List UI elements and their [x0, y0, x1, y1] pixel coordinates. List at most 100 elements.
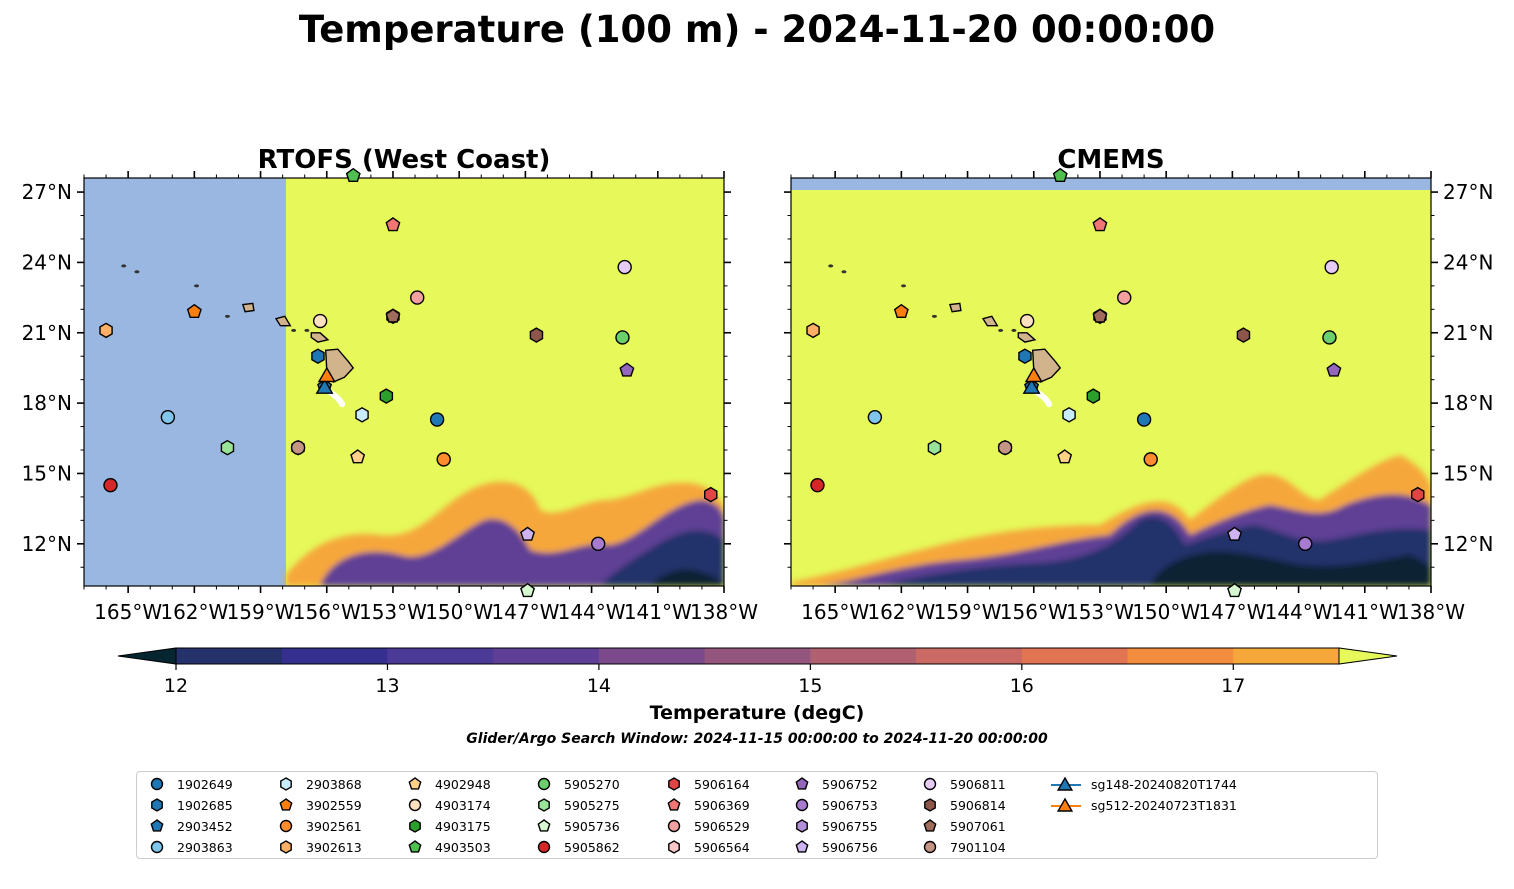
- legend-item: 7901104: [920, 837, 1006, 857]
- legend-label: 7901104: [950, 839, 1006, 855]
- marker-5906753: [591, 536, 606, 551]
- legend-item: 5906814: [920, 795, 1006, 815]
- legend-swatch: [279, 819, 293, 833]
- legend-marker: [667, 798, 681, 811]
- y-tick-label: 24°N: [22, 250, 72, 274]
- contour-purple-rtofs: [320, 500, 724, 586]
- legend-marker: [537, 819, 551, 832]
- island-oahu: [981, 315, 999, 327]
- islet: [304, 328, 310, 332]
- legend-label: 1902685: [177, 797, 233, 813]
- legend-item: 5906564: [664, 837, 750, 857]
- axes-frame-rtofs: [83, 177, 725, 587]
- legend-item: sg512-20240723T1831: [1049, 795, 1237, 815]
- legend-label: 5906369: [694, 797, 750, 813]
- marker-5905862: [810, 477, 825, 493]
- legend-label: 3902561: [306, 818, 362, 834]
- marker-sg512-20240723T1831: [1024, 366, 1043, 383]
- island-kauai: [948, 302, 962, 313]
- colorbar-tick-label: 12: [164, 675, 188, 697]
- legend-swatch: [795, 777, 809, 790]
- axis-ticks-cmems: 165°W162°W159°W156°W153°W150°W147°W144°W…: [784, 171, 1493, 624]
- marker-3902559: [893, 303, 909, 318]
- marker-5906756: [520, 526, 536, 541]
- legend-swatch: [668, 777, 680, 791]
- legend-marker: [923, 777, 937, 791]
- marker-5906529: [410, 290, 425, 305]
- x-tick-label: 138°W: [1397, 600, 1465, 624]
- legend-swatch: [1051, 776, 1081, 791]
- legend-item: 5906811: [920, 774, 1006, 794]
- colorbar-segment: [493, 648, 600, 664]
- colorbar-segment: [598, 648, 706, 664]
- marker-5907061: [1092, 308, 1108, 323]
- islet: [134, 270, 140, 274]
- legend-item: 3902561: [276, 816, 362, 836]
- legend-item: 5905862: [534, 837, 620, 857]
- legend-item: 5906752: [792, 774, 878, 794]
- x-tick-label: 144°W: [1265, 600, 1333, 624]
- panel-title-cmems: CMEMS: [1057, 145, 1164, 175]
- x-tick-label: 165°W: [801, 600, 869, 624]
- legend-item: 5905736: [534, 816, 620, 836]
- legend-marker: [150, 840, 164, 854]
- markers-cmems: [806, 167, 1425, 598]
- legend-label: sg148-20240820T1744: [1091, 776, 1237, 792]
- legend-label: 5907061: [950, 818, 1006, 834]
- islet: [121, 264, 127, 268]
- x-tick-label: 147°W: [1198, 600, 1266, 624]
- legend-label: 5905275: [564, 797, 620, 813]
- marker-5905275: [220, 439, 235, 456]
- marker-5906814: [1236, 327, 1251, 343]
- legend-item: 1902685: [147, 795, 233, 815]
- legend-swatch: [795, 840, 809, 853]
- legend-label: 2903868: [306, 776, 362, 792]
- map-area-cmems: [791, 178, 1431, 586]
- legend-marker: [795, 798, 809, 812]
- legend-item: sg148-20240820T1744: [1049, 774, 1237, 794]
- legend-marker: [279, 798, 293, 811]
- island-maui: [310, 332, 330, 343]
- legend-swatch: [667, 798, 681, 811]
- legend-label: 5906752: [822, 776, 878, 792]
- marker-1902685: [311, 348, 325, 365]
- marker-5906369: [1092, 217, 1108, 232]
- y-tick-label: 24°N: [1443, 250, 1493, 274]
- colorbar-segment: [1127, 648, 1234, 664]
- marker-3902561: [436, 452, 451, 467]
- colorbar-tick-label: 14: [587, 675, 611, 697]
- legend-label: 5906755: [822, 818, 878, 834]
- legend-swatch: [537, 777, 551, 791]
- legend-marker: [538, 798, 550, 812]
- marker-5906811: [1324, 259, 1339, 275]
- panel-rtofs: RTOFS (West Coast) 165°W162°W159°W156°W1…: [22, 145, 759, 624]
- legend-item: 5906756: [792, 837, 878, 857]
- axis-ticks-rtofs: 165°W162°W159°W156°W153°W150°W147°W144°W…: [22, 171, 758, 624]
- y-tick-label: 21°N: [1443, 321, 1493, 345]
- legend-label: 5906164: [694, 776, 750, 792]
- marker-4902948: [1057, 449, 1073, 464]
- colorbar-ticks: 12 13 14 15 16 17: [164, 664, 1245, 697]
- x-tick-label: 156°W: [293, 600, 361, 624]
- legend-item: 4903503: [405, 837, 491, 857]
- colorbar-segment: [1233, 648, 1340, 664]
- marker-1902685: [1018, 348, 1032, 365]
- marker-5906529: [1117, 290, 1132, 305]
- cold-region-cmems: [791, 455, 1431, 586]
- marker-4903175: [379, 388, 394, 404]
- legend-item: 3902559: [276, 795, 362, 815]
- x-tick-label: 144°W: [558, 600, 626, 624]
- x-tick-label: 153°W: [359, 600, 427, 624]
- legend-item: 5905270: [534, 774, 620, 794]
- marker-sg148-20240820T1744: [315, 378, 334, 394]
- marker-5906811: [617, 259, 632, 275]
- colorbar-tick-label: 17: [1221, 675, 1245, 697]
- legend-swatch: [150, 840, 164, 854]
- legend-marker: [150, 819, 164, 832]
- marker-4903174: [312, 313, 328, 329]
- legend-label: 2903452: [177, 818, 233, 834]
- colorbar-segment: [704, 648, 811, 664]
- legend-item: 1902649: [147, 774, 233, 794]
- legend-marker: [668, 840, 680, 854]
